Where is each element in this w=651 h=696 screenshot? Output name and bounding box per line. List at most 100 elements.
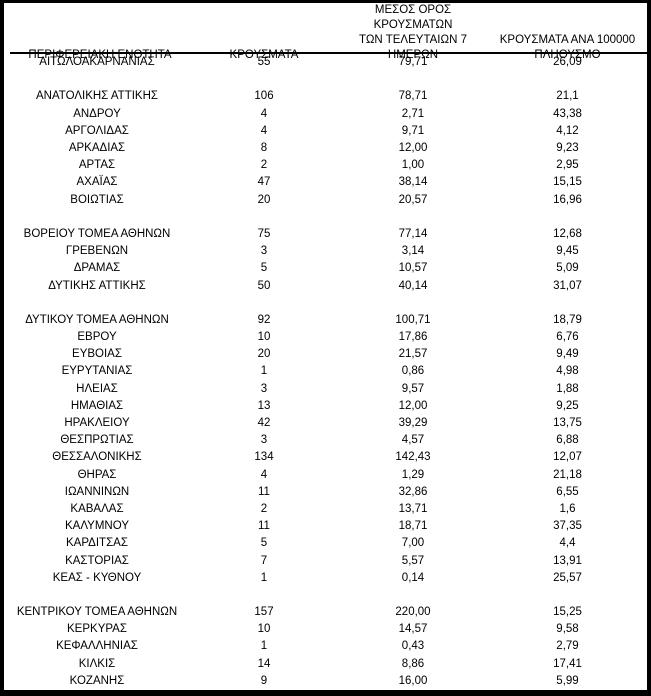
cell-per-100k: 12,07 xyxy=(553,451,582,464)
cell-per-100k: 15,25 xyxy=(553,606,582,619)
cell-cases: 5 xyxy=(260,262,268,275)
cell-7day-average: 40,14 xyxy=(398,279,428,292)
table-row: ΗΛΕΙΑΣ 3 9,57 1,88 xyxy=(4,381,647,398)
table-row: ΔΥΤΙΚΗΣ ΑΤΤΙΚΗΣ 50 40,14 31,07 xyxy=(4,277,647,294)
cell-cases: 50 xyxy=(257,279,271,292)
cell-7day-average: 38,14 xyxy=(398,176,428,189)
table-row: ΑΝΔΡΟΥ 4 2,71 43,38 xyxy=(4,106,647,123)
table-row: ΚΑΡΔΙΤΣΑΣ 5 7,00 4,4 xyxy=(4,535,647,552)
cell-7day-average: 220,00 xyxy=(395,606,431,619)
cell-cases: 1 xyxy=(260,640,268,653)
col-header-region-label: ΠΕΡΙΦΕΡΕΙΑΚΗ ΕΝΟΤΗΤΑ xyxy=(28,49,172,61)
table-row: ΑΧΑΪΑΣ 47 38,14 15,15 xyxy=(4,174,647,191)
cell-cases: 20 xyxy=(257,193,271,206)
cell-cases: 75 xyxy=(257,227,271,240)
cell-7day-average: 1,00 xyxy=(401,159,425,172)
table-row: ΘΕΣΠΡΩΤΙΑΣ 3 4,57 6,88 xyxy=(4,432,647,449)
table-gap-row xyxy=(4,71,647,88)
cell-cases: 42 xyxy=(257,417,271,430)
cell-7day-average: 32,86 xyxy=(398,485,428,498)
cell-cases: 20 xyxy=(257,348,271,361)
cell-per-100k: 4,12 xyxy=(556,124,579,137)
table-row: ΒΟΡΕΙΟΥ ΤΟΜΕΑ ΑΘΗΝΩΝ 75 77,14 12,68 xyxy=(4,226,647,243)
cell-7day-average: 3,14 xyxy=(401,245,425,258)
table-row: ΚΙΛΚΙΣ 14 8,86 17,41 xyxy=(4,656,647,673)
cell-cases: 92 xyxy=(257,313,271,326)
table-row: ΘΗΡΑΣ 4 1,29 21,18 xyxy=(4,467,647,484)
cell-cases: 14 xyxy=(257,657,271,670)
cell-7day-average: 8,86 xyxy=(401,657,425,670)
cell-per-100k: 6,76 xyxy=(556,331,579,344)
table-row: ΑΡΤΑΣ 2 1,00 2,95 xyxy=(4,157,647,174)
cell-region: ΚΑΛΥΜΝΟΥ xyxy=(65,520,129,533)
table-row: ΗΡΑΚΛΕΙΟΥ 42 39,29 13,75 xyxy=(4,415,647,432)
col-header-cases-label: ΚΡΟΥΣΜΑΤΑ xyxy=(229,49,299,61)
cell-cases: 55 xyxy=(257,56,271,69)
cell-region: ΘΕΣΠΡΩΤΙΑΣ xyxy=(60,434,134,447)
cell-per-100k: 26,09 xyxy=(553,56,582,69)
cell-per-100k: 4,98 xyxy=(556,365,579,378)
cell-per-100k: 9,23 xyxy=(556,142,579,155)
table-row: ΚΕΝΤΡΙΚΟΥ ΤΟΜΕΑ ΑΘΗΝΩΝ 157 220,00 15,25 xyxy=(4,604,647,621)
cell-region: ΚΟΖΑΝΗΣ xyxy=(69,674,125,687)
table-row: ΓΡΕΒΕΝΩΝ 3 3,14 9,45 xyxy=(4,243,647,260)
table-row: ΘΕΣΣΑΛΟΝΙΚΗΣ 134 142,43 12,07 xyxy=(4,449,647,466)
cell-7day-average: 0,86 xyxy=(401,365,425,378)
cell-region: ΚΙΛΚΙΣ xyxy=(78,657,116,670)
cell-7day-average: 12,00 xyxy=(398,142,428,155)
cell-7day-average: 13,71 xyxy=(398,502,428,515)
table-gap-row xyxy=(4,587,647,604)
cell-cases: 5 xyxy=(260,537,268,550)
cell-region: ΔΥΤΙΚΟΥ ΤΟΜΕΑ ΑΘΗΝΩΝ xyxy=(25,313,169,326)
cell-7day-average: 14,57 xyxy=(398,623,428,636)
cell-cases: 4 xyxy=(260,468,268,481)
col-header-cases: ΚΡΟΥΣΜΑΤΑ xyxy=(190,3,338,64)
table-row: ΚΕΑΣ - ΚΥΘΝΟΥ 1 0,14 25,57 xyxy=(4,570,647,587)
cell-cases: 3 xyxy=(260,245,268,258)
cell-per-100k: 16,96 xyxy=(553,193,582,206)
cell-cases: 1 xyxy=(260,571,268,584)
table-gap-row xyxy=(4,295,647,312)
table-row: ΑΙΤΩΛΟΑΚΑΡΝΑΝΙΑΣ 55 79,71 26,09 xyxy=(4,54,647,71)
table-row: ΕΥΒΟΙΑΣ 20 21,57 9,49 xyxy=(4,346,647,363)
table-row: ΚΟΖΑΝΗΣ 9 16,00 5,99 xyxy=(4,673,647,690)
cell-per-100k: 37,35 xyxy=(553,520,582,533)
cell-cases: 10 xyxy=(257,331,271,344)
cell-per-100k: 9,25 xyxy=(556,399,579,412)
cell-7day-average: 20,57 xyxy=(398,193,428,206)
cell-per-100k: 21,18 xyxy=(553,468,582,481)
cell-region: ΘΗΡΑΣ xyxy=(77,468,117,481)
cell-region: ΗΛΕΙΑΣ xyxy=(76,382,118,395)
table-row: ΗΜΑΘΙΑΣ 13 12,00 9,25 xyxy=(4,398,647,415)
cell-cases: 13 xyxy=(257,399,271,412)
col-header-7day-average: ΜΕΣΟΣ ΟΡΟΣ ΚΡΟΥΣΜΑΤΩΝ ΤΩΝ ΤΕΛΕΥΤΑΙΩΝ 7 Η… xyxy=(338,3,488,64)
cell-cases: 134 xyxy=(254,451,274,464)
cell-region: ΚΑΡΔΙΤΣΑΣ xyxy=(66,537,128,550)
col-header-7day-average-label: ΜΕΣΟΣ ΟΡΟΣ ΚΡΟΥΣΜΑΤΩΝ ΤΩΝ ΤΕΛΕΥΤΑΙΩΝ 7 Η… xyxy=(359,4,467,61)
cell-cases: 4 xyxy=(260,124,268,137)
cell-region: ΙΩΑΝΝΙΝΩΝ xyxy=(64,485,130,498)
cell-region: ΚΑΒΑΛΑΣ xyxy=(70,502,124,515)
table-row: ΑΝΑΤΟΛΙΚΗΣ ΑΤΤΙΚΗΣ 106 78,71 21,1 xyxy=(4,88,647,105)
cell-per-100k: 25,57 xyxy=(553,571,582,584)
cell-7day-average: 7,00 xyxy=(401,537,425,550)
cell-cases: 106 xyxy=(254,90,274,103)
cell-region: ΑΙΤΩΛΟΑΚΑΡΝΑΝΙΑΣ xyxy=(39,56,155,69)
col-header-per-100k-label: ΚΡΟΥΣΜΑΤΑ ΑΝΑ 100000 ΠΛΗΘΥΣΜΟ xyxy=(499,34,636,61)
cell-7day-average: 17,86 xyxy=(398,331,428,344)
table-row: ΑΡΚΑΔΙΑΣ 8 12,00 9,23 xyxy=(4,140,647,157)
cell-per-100k: 21,1 xyxy=(556,90,579,103)
table-row: ΚΑΒΑΛΑΣ 2 13,71 1,6 xyxy=(4,501,647,518)
cell-per-100k: 15,15 xyxy=(553,176,582,189)
cell-7day-average: 4,57 xyxy=(401,434,425,447)
cell-7day-average: 77,14 xyxy=(398,227,428,240)
cell-cases: 9 xyxy=(260,674,268,687)
table-row: ΔΥΤΙΚΟΥ ΤΟΜΕΑ ΑΘΗΝΩΝ 92 100,71 18,79 xyxy=(4,312,647,329)
cell-region: ΒΟΙΩΤΙΑΣ xyxy=(70,193,124,206)
cell-per-100k: 43,38 xyxy=(553,107,582,120)
table-row: ΒΟΙΩΤΙΑΣ 20 20,57 16,96 xyxy=(4,192,647,209)
cell-region: ΓΡΕΒΕΝΩΝ xyxy=(65,245,129,258)
cell-7day-average: 0,14 xyxy=(401,571,425,584)
cell-7day-average: 9,57 xyxy=(401,382,425,395)
cell-cases: 2 xyxy=(260,159,268,172)
